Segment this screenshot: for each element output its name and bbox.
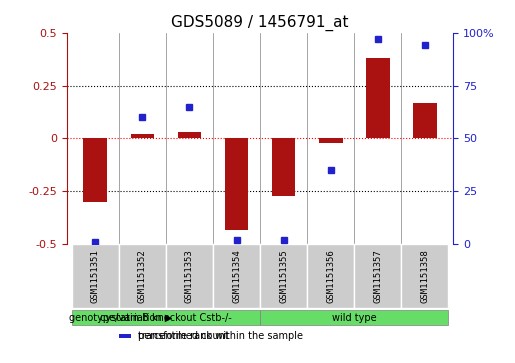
- FancyBboxPatch shape: [260, 244, 307, 308]
- Bar: [366, 58, 390, 139]
- Text: GSM1151357: GSM1151357: [373, 249, 382, 303]
- Text: GSM1151358: GSM1151358: [420, 249, 430, 303]
- Text: cystatin B knockout Cstb-/-: cystatin B knockout Cstb-/-: [100, 313, 232, 323]
- FancyBboxPatch shape: [166, 244, 213, 308]
- FancyBboxPatch shape: [307, 244, 354, 308]
- FancyBboxPatch shape: [401, 244, 449, 308]
- FancyBboxPatch shape: [119, 334, 130, 338]
- Bar: [272, 139, 296, 196]
- FancyBboxPatch shape: [119, 244, 166, 308]
- Text: GSM1151351: GSM1151351: [91, 249, 100, 303]
- Text: wild type: wild type: [332, 313, 376, 323]
- Text: percentile rank within the sample: percentile rank within the sample: [138, 331, 303, 341]
- Text: GSM1151356: GSM1151356: [326, 249, 335, 303]
- Bar: [319, 139, 342, 143]
- Text: genotype/variation ▶: genotype/variation ▶: [70, 313, 173, 323]
- FancyBboxPatch shape: [119, 334, 130, 338]
- Text: transformed count: transformed count: [138, 331, 228, 341]
- FancyBboxPatch shape: [260, 310, 449, 325]
- Text: GSM1151352: GSM1151352: [138, 249, 147, 303]
- Bar: [83, 139, 107, 202]
- Title: GDS5089 / 1456791_at: GDS5089 / 1456791_at: [171, 15, 349, 31]
- FancyBboxPatch shape: [354, 244, 401, 308]
- Text: GSM1151355: GSM1151355: [279, 249, 288, 303]
- Text: GSM1151353: GSM1151353: [185, 249, 194, 303]
- FancyBboxPatch shape: [213, 244, 260, 308]
- Bar: [413, 102, 437, 139]
- FancyBboxPatch shape: [72, 244, 119, 308]
- Bar: [225, 139, 248, 229]
- FancyBboxPatch shape: [72, 310, 260, 325]
- Text: GSM1151354: GSM1151354: [232, 249, 241, 303]
- Bar: [178, 132, 201, 139]
- Bar: [130, 134, 154, 139]
